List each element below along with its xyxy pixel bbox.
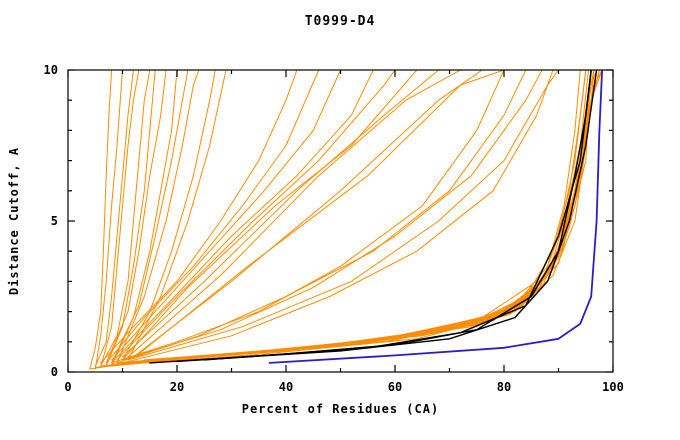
x-tick-label: 40 <box>278 380 294 394</box>
curve-highlighted-models <box>203 70 592 361</box>
curve-submitted-models <box>111 70 374 364</box>
curve-submitted-models <box>138 70 505 355</box>
curve-submitted-models <box>138 70 598 362</box>
y-tick-label: 5 <box>50 214 58 228</box>
curve-submitted-models <box>122 70 595 364</box>
curve-submitted-models <box>132 70 598 362</box>
curve-submitted-models <box>100 70 140 368</box>
curve-submitted-models <box>111 70 587 365</box>
curve-submitted-models <box>105 70 156 367</box>
curve-submitted-models <box>94 70 134 367</box>
x-tick-label: 80 <box>496 380 512 394</box>
curve-submitted-models <box>127 70 461 358</box>
x-tick-label: 20 <box>169 380 185 394</box>
curve-submitted-models <box>122 70 543 361</box>
curve-submitted-models <box>111 70 341 361</box>
curve-submitted-models <box>100 70 298 364</box>
curve-submitted-models <box>143 70 603 361</box>
curve-submitted-models <box>105 70 320 364</box>
curve-submitted-models <box>100 70 151 367</box>
curve-submitted-models <box>100 70 595 367</box>
axis-frame <box>67 69 614 373</box>
curve-submitted-models <box>149 70 603 361</box>
curve-submitted-models <box>132 70 483 358</box>
x-tick-label: 100 <box>602 380 624 394</box>
curve-submitted-models <box>116 70 396 361</box>
x-tick-label: 0 <box>64 380 72 394</box>
y-axis-label: Distance Cutoff, A <box>7 146 21 296</box>
curve-submitted-models <box>94 70 592 368</box>
curve-submitted-models <box>94 70 123 370</box>
curve-submitted-models <box>122 70 554 364</box>
y-tick-label: 10 <box>43 63 58 77</box>
curve-submitted-models <box>116 70 527 364</box>
chart-title: T0999-D4 <box>304 14 376 29</box>
curve-submitted-models <box>132 70 598 364</box>
curve-submitted-models <box>127 70 559 361</box>
curve-submitted-models <box>122 70 592 365</box>
curve-submitted-models <box>116 70 200 364</box>
curve-best-model <box>268 70 603 364</box>
curve-submitted-models <box>154 70 598 361</box>
curve-submitted-models <box>111 70 505 364</box>
curve-submitted-models <box>105 70 581 367</box>
y-tick-label: 0 <box>50 365 58 379</box>
curve-submitted-models <box>105 70 167 364</box>
curve-submitted-models <box>127 70 598 364</box>
x-tick-label: 60 <box>387 380 403 394</box>
x-axis-label: Percent of Residues (CA) <box>241 402 440 416</box>
curve-submitted-models <box>111 70 189 364</box>
curve-submitted-models <box>122 70 440 358</box>
curve-submitted-models <box>111 70 587 367</box>
curve-submitted-models <box>122 70 216 361</box>
curve-submitted-models <box>89 70 113 370</box>
curve-submitted-models <box>127 70 595 364</box>
curve-submitted-models <box>122 70 418 361</box>
curve-submitted-models <box>138 70 600 364</box>
